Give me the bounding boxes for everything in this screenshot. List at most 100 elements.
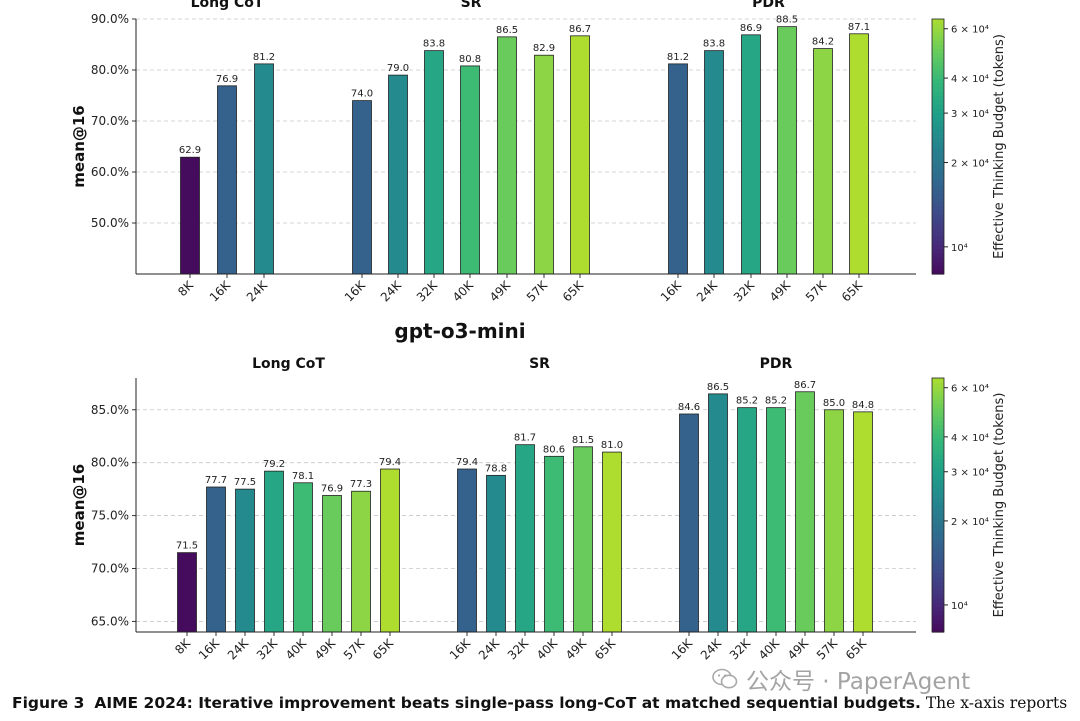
colorbar-segment: [932, 606, 944, 612]
colorbar-segment: [932, 223, 944, 228]
bar: [293, 482, 313, 633]
colorbar-segment: [932, 411, 944, 417]
colorbar-tick-label: 3 × 10⁴: [951, 468, 989, 479]
colorbar-segment: [932, 564, 944, 570]
bar: [486, 474, 506, 633]
colorbar-segment: [932, 218, 944, 224]
x-tick-label: 24K: [694, 277, 721, 304]
colorbar-segment: [932, 390, 944, 396]
data-label: 86.7: [569, 24, 591, 35]
colorbar-segment: [932, 483, 944, 489]
bar: [737, 407, 757, 633]
colorbar-segment: [932, 403, 944, 409]
colorbar-segment: [932, 581, 944, 587]
colorbar-segment: [932, 19, 944, 24]
colorbar-segment: [932, 116, 944, 122]
colorbar-segment: [932, 91, 944, 97]
data-label: 79.0: [387, 63, 409, 74]
colorbar-segment: [932, 399, 944, 404]
bar: [352, 100, 372, 275]
colorbar-segment: [932, 129, 944, 135]
y-tick-label: 80.0%: [91, 63, 129, 77]
y-tick-label: 70.0%: [91, 562, 129, 576]
wechat-icon: [712, 668, 738, 689]
x-tick-label: 49K: [487, 277, 514, 304]
colorbar-segment: [932, 184, 944, 190]
y-axis-label: mean@16: [70, 464, 88, 546]
colorbar-segment: [932, 505, 944, 510]
y-axis-label: mean@16: [70, 105, 88, 187]
data-label: 77.3: [350, 479, 372, 490]
group-title: Long CoT: [191, 0, 264, 11]
data-label: 86.5: [707, 382, 729, 393]
bar: [741, 34, 761, 275]
colorbar-segment: [932, 475, 944, 481]
x-tick-label: 16K: [669, 635, 696, 662]
bar: [322, 495, 342, 633]
colorbar-segment: [932, 87, 944, 92]
bar: [824, 409, 844, 633]
x-tick-label: 16K: [658, 277, 685, 304]
colorbar-tick-label: 6 × 10⁴: [951, 25, 989, 36]
bar: [849, 33, 869, 275]
colorbar-tick-label: 10⁴: [951, 243, 968, 254]
colorbar-segment: [932, 138, 944, 143]
colorbar-segment: [932, 615, 944, 620]
colorbar-segment: [932, 602, 944, 608]
y-tick-label: 85.0%: [91, 403, 129, 417]
x-tick-label: 16K: [207, 277, 234, 304]
colorbar-segment: [932, 227, 944, 233]
colorbar-segment: [932, 382, 944, 388]
x-tick-label: 32K: [505, 635, 532, 662]
colorbar-segment: [932, 210, 944, 216]
data-label: 71.5: [176, 541, 198, 552]
colorbar-segment: [932, 104, 944, 109]
colorbar-segment: [932, 214, 944, 220]
caption-rest-text: The x-axis reports: [920, 694, 1068, 712]
data-label: 85.2: [736, 396, 758, 407]
colorbar-frame: [931, 377, 945, 633]
colorbar-segment: [932, 61, 944, 67]
watermark: 公众号 · PaperAgent: [712, 664, 970, 695]
data-label: 76.9: [216, 74, 238, 85]
colorbar-segment: [932, 193, 944, 199]
y-tick-label: 70.0%: [91, 114, 129, 128]
x-tick-label: 40K: [756, 635, 783, 662]
colorbar-segment: [932, 74, 944, 80]
colorbar-segment: [932, 627, 944, 633]
colorbar-segment: [932, 146, 944, 152]
colorbar-segment: [932, 555, 944, 561]
group-title: SR: [461, 0, 482, 11]
data-label: 62.9: [179, 145, 201, 156]
bar: [602, 451, 622, 633]
colorbar-segment: [932, 31, 944, 37]
colorbar-segment: [932, 378, 944, 383]
colorbar-label: Effective Thinking Budget (tokens): [992, 34, 1007, 259]
data-label: 81.2: [253, 52, 275, 63]
bar: [264, 470, 284, 633]
bar: [206, 486, 226, 633]
group-title: Long CoT: [252, 356, 325, 372]
colorbar-label: Effective Thinking Budget (tokens): [992, 393, 1007, 618]
colorbar-segment: [932, 492, 944, 498]
colorbar-segment: [932, 252, 944, 258]
colorbar-segment: [932, 488, 944, 493]
colorbar-tick-label: 3 × 10⁴: [951, 109, 989, 120]
colorbar-tick-label: 10⁴: [951, 601, 968, 612]
colorbar-segment: [932, 265, 944, 271]
data-label: 88.5: [776, 15, 798, 26]
colorbar-segment: [932, 500, 944, 506]
x-tick-label: 57K: [814, 635, 841, 662]
bar: [424, 50, 444, 275]
colorbar-segment: [932, 386, 944, 392]
data-label: 85.2: [765, 396, 787, 407]
colorbar-segment: [932, 551, 944, 557]
x-tick-label: 57K: [803, 277, 830, 304]
data-label: 81.2: [667, 52, 689, 63]
bottom-chart-panel: gpt-o3-mini 65.0% 70.0% 75.0% 80.0% 85.0% mean…: [70, 319, 916, 662]
data-label: 79.4: [456, 457, 478, 468]
colorbar-segment: [932, 441, 944, 447]
x-tick-label: 8K: [172, 635, 194, 657]
colorbar-segment: [932, 416, 944, 421]
